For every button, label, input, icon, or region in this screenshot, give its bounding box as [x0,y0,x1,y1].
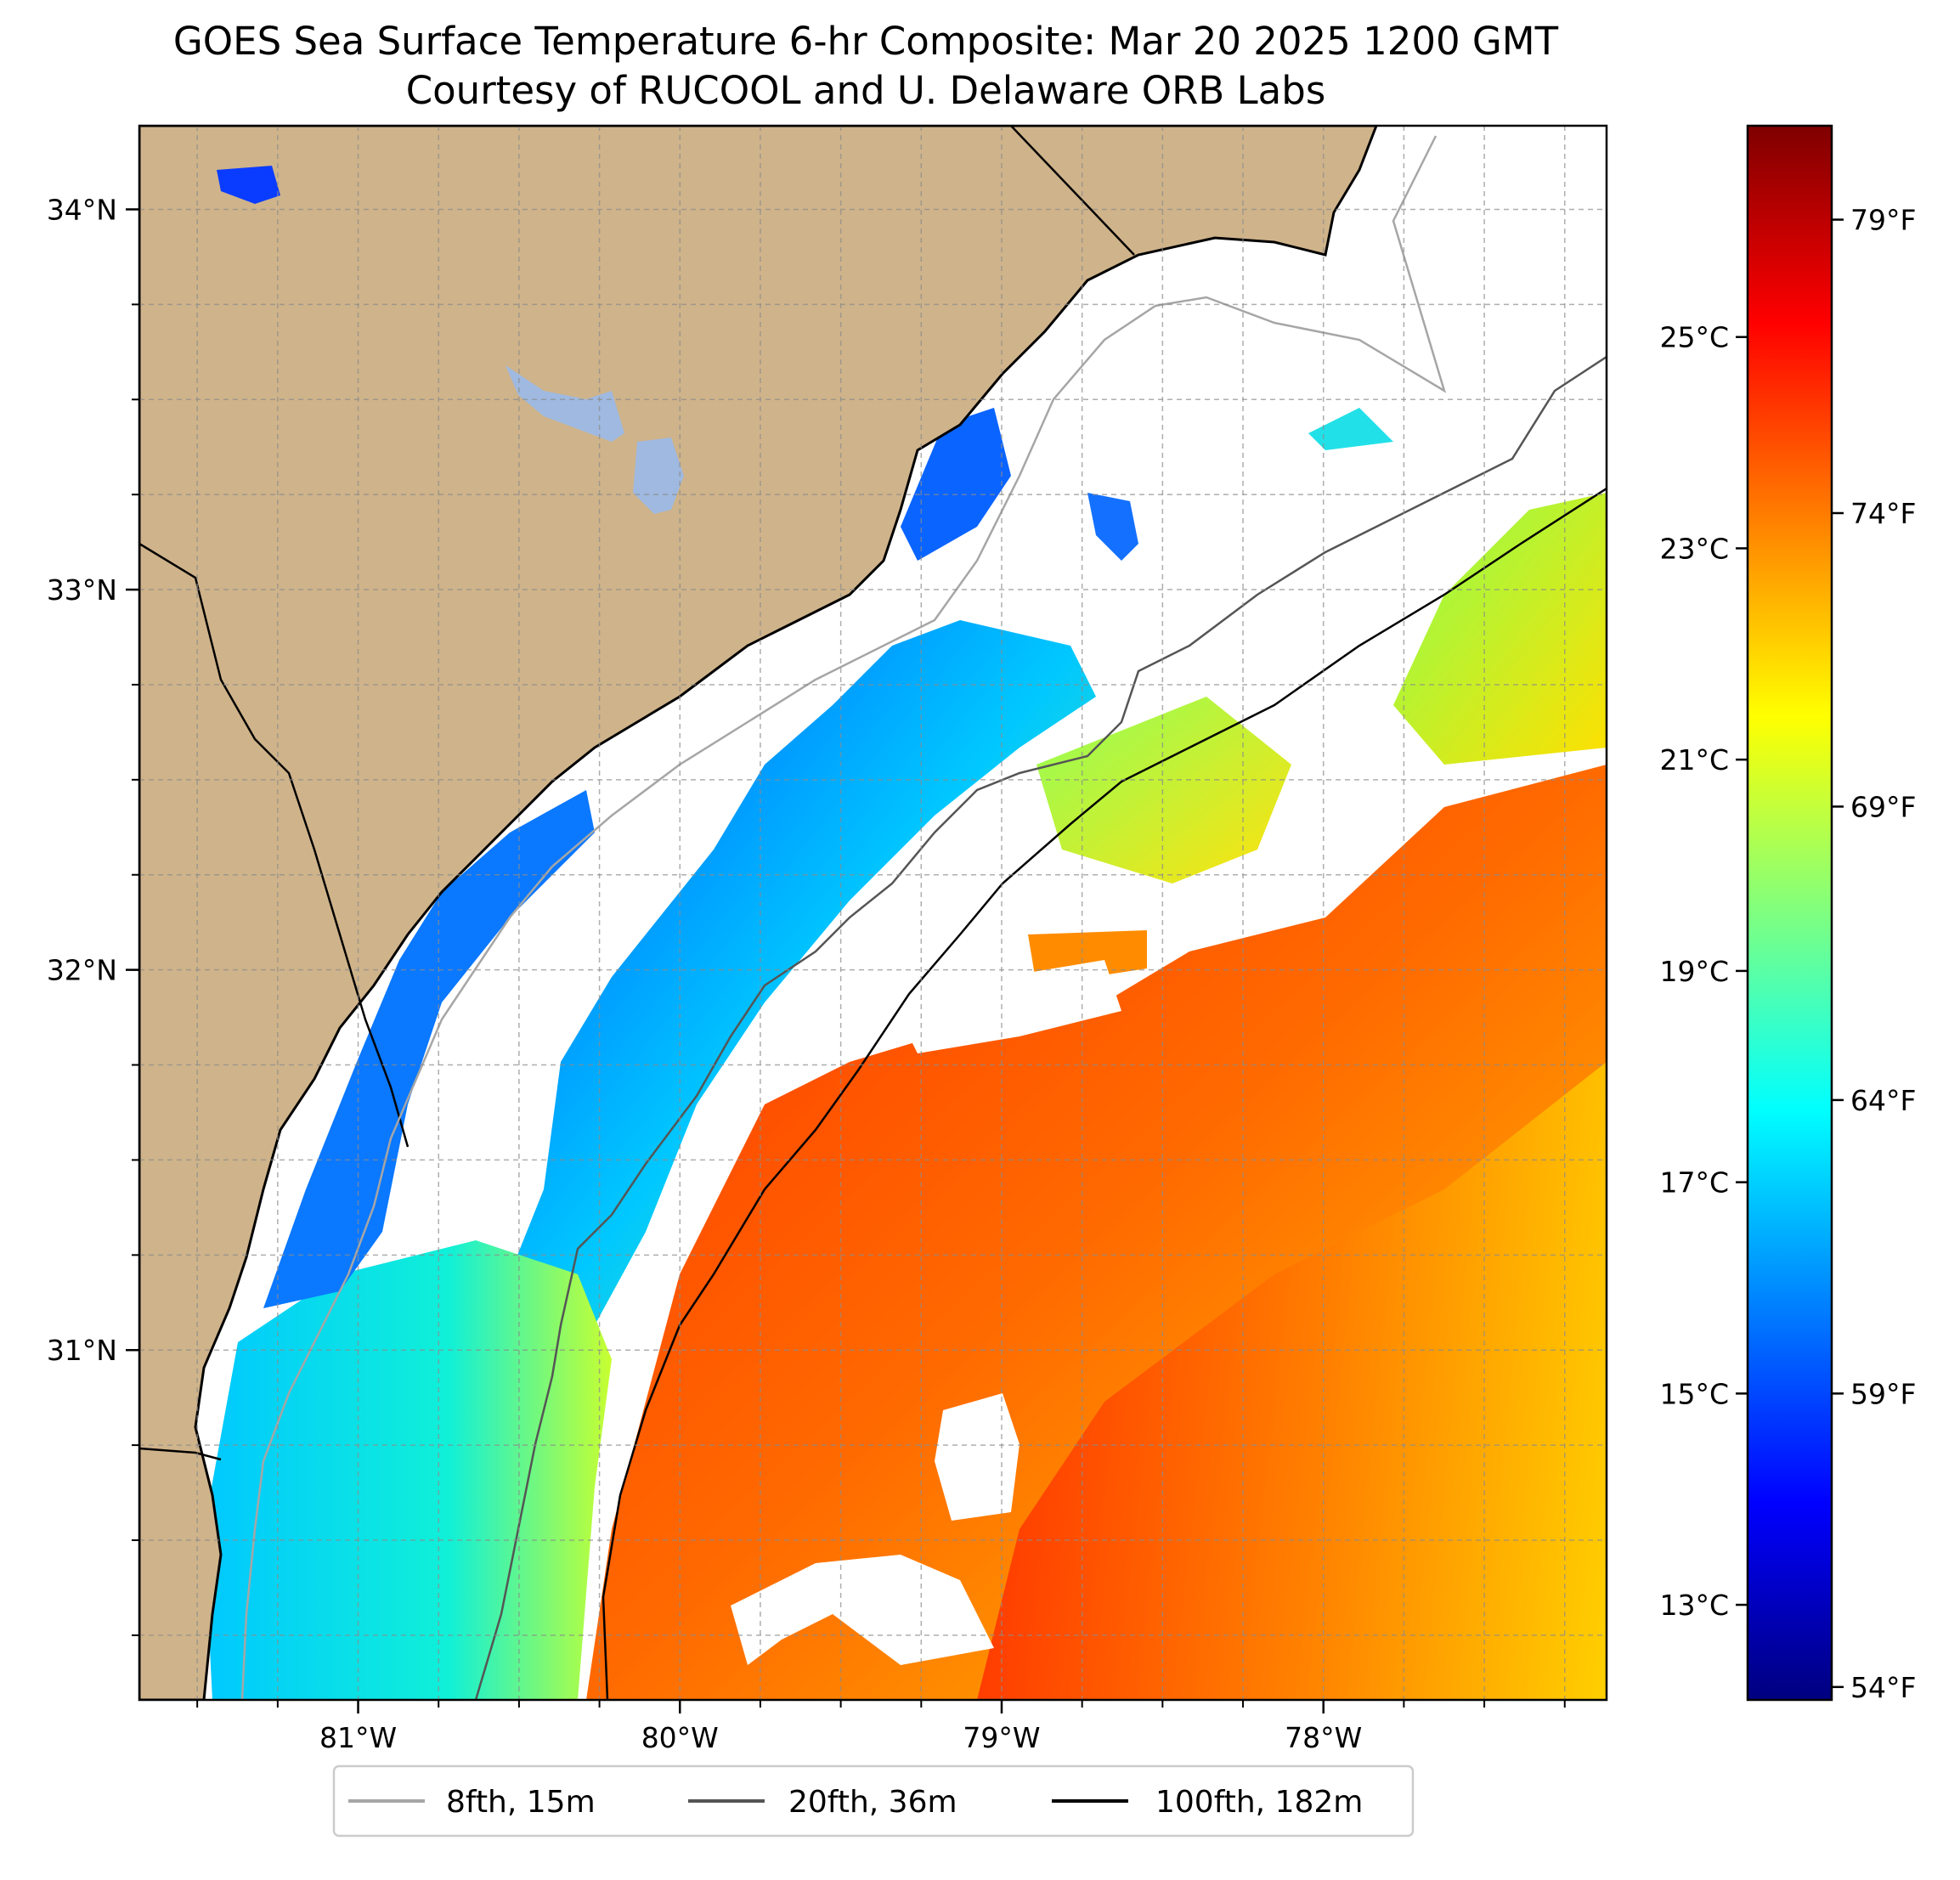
sst-blue-coastal [263,790,595,1308]
colorbar-celsius-label: 13°C [1659,1589,1729,1622]
colorbar-fahrenheit-label: 54°F [1850,1671,1916,1704]
x-tick-label: 79°W [963,1721,1040,1754]
colorbar-fahrenheit-label: 64°F [1850,1084,1916,1117]
cloud-gap-1 [935,1393,1020,1521]
lake-marion [506,365,624,442]
x-tick-label: 78°W [1285,1721,1362,1754]
sst-cool-inner [204,1240,612,1700]
state-border-nc-sc [1010,126,1135,256]
colorbar-gradient [1746,124,1833,1702]
legend-label-8fth: 8fth, 15m [446,1785,596,1820]
x-tick-label: 81°W [319,1721,397,1754]
map-title-line2: Courtesy of RUCOOL and U. Delaware ORB L… [406,68,1326,113]
gridlines [139,126,1607,1700]
legend-label-20fth: 20fth, 36m [788,1785,957,1820]
x-tick-label: 80°W [641,1721,719,1754]
y-tick-label: 33°N [47,573,117,607]
map-axis-ticks: 81°W 80°W 79°W 78°W 34°N 33°N 32°N 31°N [47,193,1566,1754]
colorbar-celsius-label: 17°C [1659,1166,1729,1200]
sst-cool-midshelf [510,620,1096,1359]
colorbar-fahrenheit-label: 79°F [1850,204,1916,237]
cloud-gap-2 [731,1555,994,1665]
lake-inland-blue [217,166,280,204]
cloud-gap-3 [892,960,1121,1053]
sst-cyan-patch [1308,408,1393,450]
land-mass [139,126,1378,1700]
colorbar-celsius-label: 25°C [1659,321,1729,354]
colorbar-fahrenheit-label: 69°F [1850,790,1916,823]
state-border-sc-ga [139,542,410,1148]
colorbar: 25°C 23°C 21°C 19°C 17°C 15°C 13°C 79°F 74°F 69°F… [1659,124,1916,1704]
colorbar-celsius-label: 15°C [1659,1377,1729,1410]
state-border-ga-fl [139,1447,222,1461]
isobath-20fth [474,355,1607,1700]
isobath-legend: 8fth, 15m 20fth, 36m 100fth, 182m [332,1764,1415,1838]
colorbar-celsius-label: 23°C [1659,532,1729,565]
colorbar-celsius-label: 19°C [1659,955,1729,988]
colorbar-ticks: 25°C 23°C 21°C 19°C 17°C 15°C 13°C 79°F 74°F 69°F… [1659,204,1916,1704]
sst-blue-nearshore-north [901,408,1011,561]
colorbar-fahrenheit-label: 59°F [1850,1377,1916,1410]
colorbar-fahrenheit-label: 74°F [1850,497,1916,530]
colorbar-celsius-label: 21°C [1659,743,1729,776]
y-tick-label: 32°N [47,954,117,987]
y-tick-label: 34°N [47,193,117,226]
map-title-line1: GOES Sea Surface Temperature 6-hr Compos… [173,19,1559,64]
map-frame [138,124,1608,1702]
sst-yellow-band [1393,493,1607,765]
legend-label-100fth: 100fth, 182m [1155,1785,1363,1820]
map-panel [139,126,1607,1700]
sst-blue-shoal [1087,493,1138,561]
legend-frame [332,1764,1415,1838]
y-tick-label: 31°N [47,1334,117,1367]
isobath-100fth [602,487,1607,1700]
